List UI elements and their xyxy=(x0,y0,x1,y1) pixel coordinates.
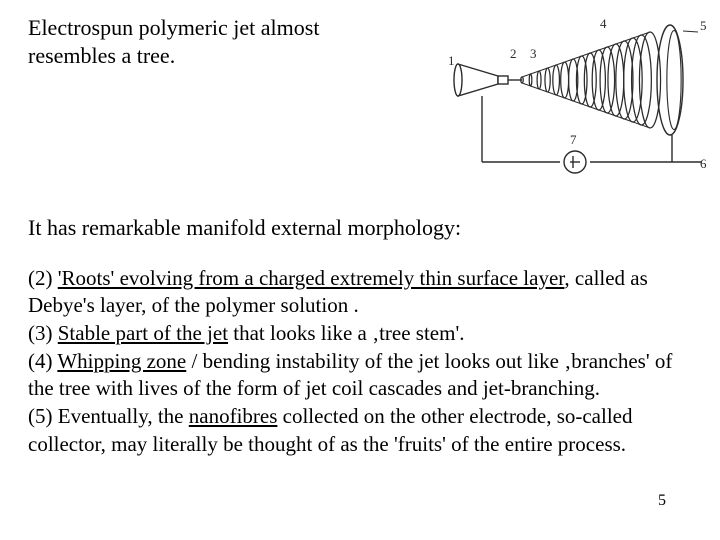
svg-text:7: 7 xyxy=(570,132,577,147)
diagram-svg: 1234567 xyxy=(410,10,710,185)
svg-text:1: 1 xyxy=(448,53,455,68)
header-block: Electrospun polymeric jet almost resembl… xyxy=(28,14,378,69)
svg-text:4: 4 xyxy=(600,16,607,31)
item3-underline: Stable part of the jet xyxy=(58,321,228,345)
svg-text:3: 3 xyxy=(530,46,537,61)
item4-pre: (4) xyxy=(28,349,57,373)
svg-text:2: 2 xyxy=(510,46,517,61)
slide-page: Electrospun polymeric jet almost resembl… xyxy=(0,0,720,540)
header-line-2: resembles a tree. xyxy=(28,43,175,68)
item5-underline: nanofibres xyxy=(189,404,278,428)
header-line-1: Electrospun polymeric jet almost xyxy=(28,15,319,40)
item2-pre: (2) xyxy=(28,266,58,290)
electrospinning-diagram: 1234567 xyxy=(410,10,710,185)
body-text: (2) 'Roots' evolving from a charged extr… xyxy=(28,265,692,459)
item5-pre: (5) Eventually, the xyxy=(28,404,189,428)
svg-text:6: 6 xyxy=(700,156,707,171)
page-number: 5 xyxy=(658,492,666,510)
item2-underline: 'Roots' evolving from a charged extremel… xyxy=(58,266,565,290)
item3-post: that looks like a ‚tree stem'. xyxy=(228,321,464,345)
svg-text:5: 5 xyxy=(700,18,707,33)
item4-underline: Whipping zone xyxy=(57,349,186,373)
item3-pre: (3) xyxy=(28,321,58,345)
morphology-intro: It has remarkable manifold external morp… xyxy=(28,214,692,243)
